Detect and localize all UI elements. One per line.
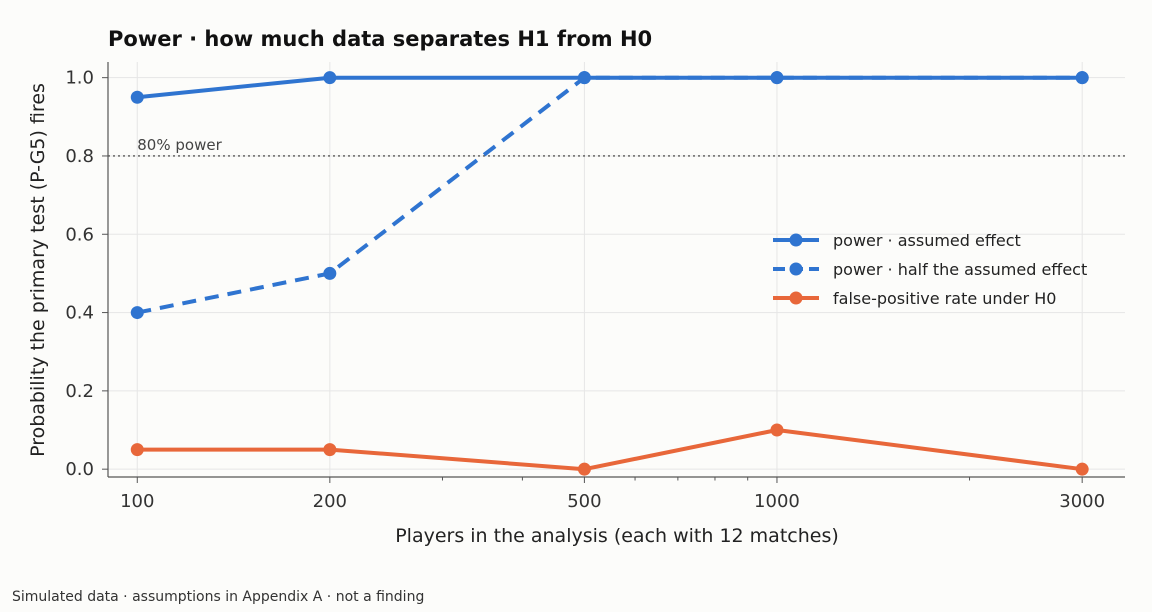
y-tick-label: 0.4 (65, 303, 94, 324)
y-tick-label: 0.8 (65, 146, 94, 167)
legend-entry-label: false-positive rate under H0 (833, 289, 1056, 308)
legend-entry-label: power · half the assumed effect (833, 260, 1087, 279)
series-1-point (323, 266, 337, 280)
reference-line-group: 80% power (108, 136, 1125, 157)
x-axis-label: Players in the analysis (each with 12 ma… (395, 525, 839, 547)
series-2-point (130, 443, 144, 457)
x-tick-label: 100 (120, 491, 154, 512)
series-line-2 (135, 428, 1085, 472)
x-tick-label: 1000 (754, 491, 800, 512)
series-2-point (770, 423, 784, 437)
footnote: Simulated data · assumptions in Appendix… (12, 589, 424, 605)
series-0-point (323, 71, 337, 85)
series-1-point (770, 71, 784, 85)
x-tick-label: 200 (313, 491, 347, 512)
series-lines (130, 71, 1089, 476)
series-1-point (577, 71, 591, 85)
chart-title: Power · how much data separates H1 from … (108, 27, 652, 51)
legend-swatch-marker (789, 233, 803, 247)
axes: 0.0 0.2 0.4 0.6 0.8 1.0 100 200 500 1000 3000 (65, 62, 1125, 512)
series-line-0 (135, 75, 1085, 100)
y-tick-label: 1.0 (65, 68, 94, 89)
legend-swatch-marker (789, 262, 803, 276)
y-tick-label: 0.2 (65, 381, 94, 402)
series-0-point (130, 90, 144, 104)
legend: power · assumed effect power · half the a… (773, 231, 1087, 308)
series-2-point (577, 462, 591, 476)
y-tick-label: 0.6 (65, 224, 94, 245)
y-axis-label: Probability the primary test (P-G5) fire… (27, 83, 49, 457)
legend-entry-label: power · assumed effect (833, 231, 1021, 250)
y-tick-label: 0.0 (65, 459, 94, 480)
series-2-point (323, 443, 337, 457)
series-1-point (130, 306, 144, 320)
x-tick-label: 500 (567, 491, 601, 512)
reference-line-label: 80% power (137, 136, 222, 154)
legend-swatch-marker (789, 291, 803, 305)
series-1-point (1075, 71, 1089, 85)
x-tick-label: 3000 (1059, 491, 1105, 512)
series-2-point (1075, 462, 1089, 476)
